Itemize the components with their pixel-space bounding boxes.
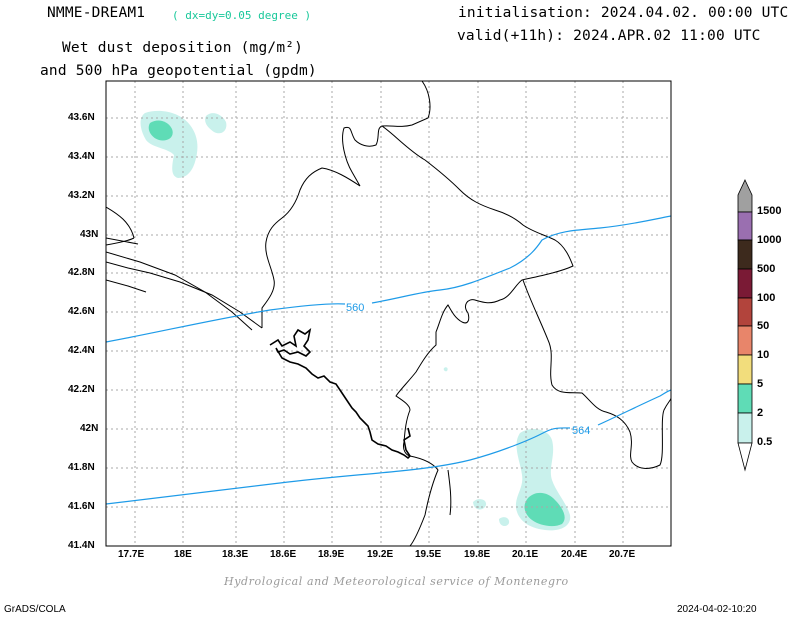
colorbar-label: 100 <box>757 292 776 304</box>
x-tick: 19.8E <box>464 549 491 560</box>
x-tick: 18.9E <box>318 549 345 560</box>
footer-left: GrADS/COLA <box>4 604 66 615</box>
resolution-label: ( dx=dy=0.05 degree ) <box>172 9 312 22</box>
colorbar-label: 5 <box>757 378 764 390</box>
credit-line: Hydrological and Meteorological service … <box>224 575 569 588</box>
contour-label-564: 564 <box>572 425 590 437</box>
x-tick: 19.2E <box>367 549 394 560</box>
country-borders <box>106 81 671 546</box>
grid-lines <box>106 81 671 546</box>
map-frame <box>105 80 672 547</box>
deposition-shading <box>140 110 571 531</box>
y-tick: 41.8N <box>68 462 95 473</box>
colorbar-label: 1500 <box>757 205 782 217</box>
x-tick: 20.4E <box>561 549 588 560</box>
x-tick: 20.7E <box>609 549 636 560</box>
footer-right: 2024-04-02-10:20 <box>677 604 757 615</box>
x-tick: 19.5E <box>415 549 442 560</box>
y-tick: 43.2N <box>68 190 95 201</box>
colorbar-label: 10 <box>757 349 770 361</box>
y-tick: 42.2N <box>68 384 95 395</box>
colorbar-label: 50 <box>757 320 770 332</box>
y-tick: 42N <box>80 423 99 434</box>
model-name: NMME-DREAM1 <box>47 5 146 21</box>
y-tick: 42.6N <box>68 306 95 317</box>
contour-label-560: 560 <box>346 302 364 314</box>
y-tick: 42.4N <box>68 345 95 356</box>
y-tick: 41.6N <box>68 501 95 512</box>
colorbar-top-arrow <box>737 179 753 213</box>
x-tick: 20.1E <box>512 549 539 560</box>
x-tick: 18E <box>174 549 192 560</box>
title-line2: and 500 hPa geopotential (gpdm) <box>40 63 317 79</box>
y-tick: 43.6N <box>68 112 95 123</box>
geopotential-contours <box>106 215 671 505</box>
coastline <box>269 328 412 460</box>
y-tick: 43N <box>80 229 99 240</box>
x-tick: 17.7E <box>118 549 145 560</box>
colorbar-label: 0.5 <box>757 436 773 448</box>
x-tick: 18.6E <box>270 549 297 560</box>
colorbar-label: 2 <box>757 407 764 419</box>
y-tick: 43.4N <box>68 151 95 162</box>
x-tick: 18.3E <box>222 549 249 560</box>
valid-time: valid(+11h): 2024.APR.02 11:00 UTC <box>457 28 761 44</box>
colorbar-label: 1000 <box>757 234 782 246</box>
y-tick: 42.8N <box>68 267 95 278</box>
init-time: initialisation: 2024.04.02. 00:00 UTC <box>458 5 789 21</box>
deposition-shading-mid <box>148 120 565 527</box>
colorbar-label: 500 <box>757 263 776 275</box>
colorbar-bottom-arrow <box>737 442 753 472</box>
y-tick: 41.4N <box>68 540 95 551</box>
title-line1: Wet dust deposition (mg/m²) <box>62 40 304 56</box>
colorbar <box>737 179 753 472</box>
